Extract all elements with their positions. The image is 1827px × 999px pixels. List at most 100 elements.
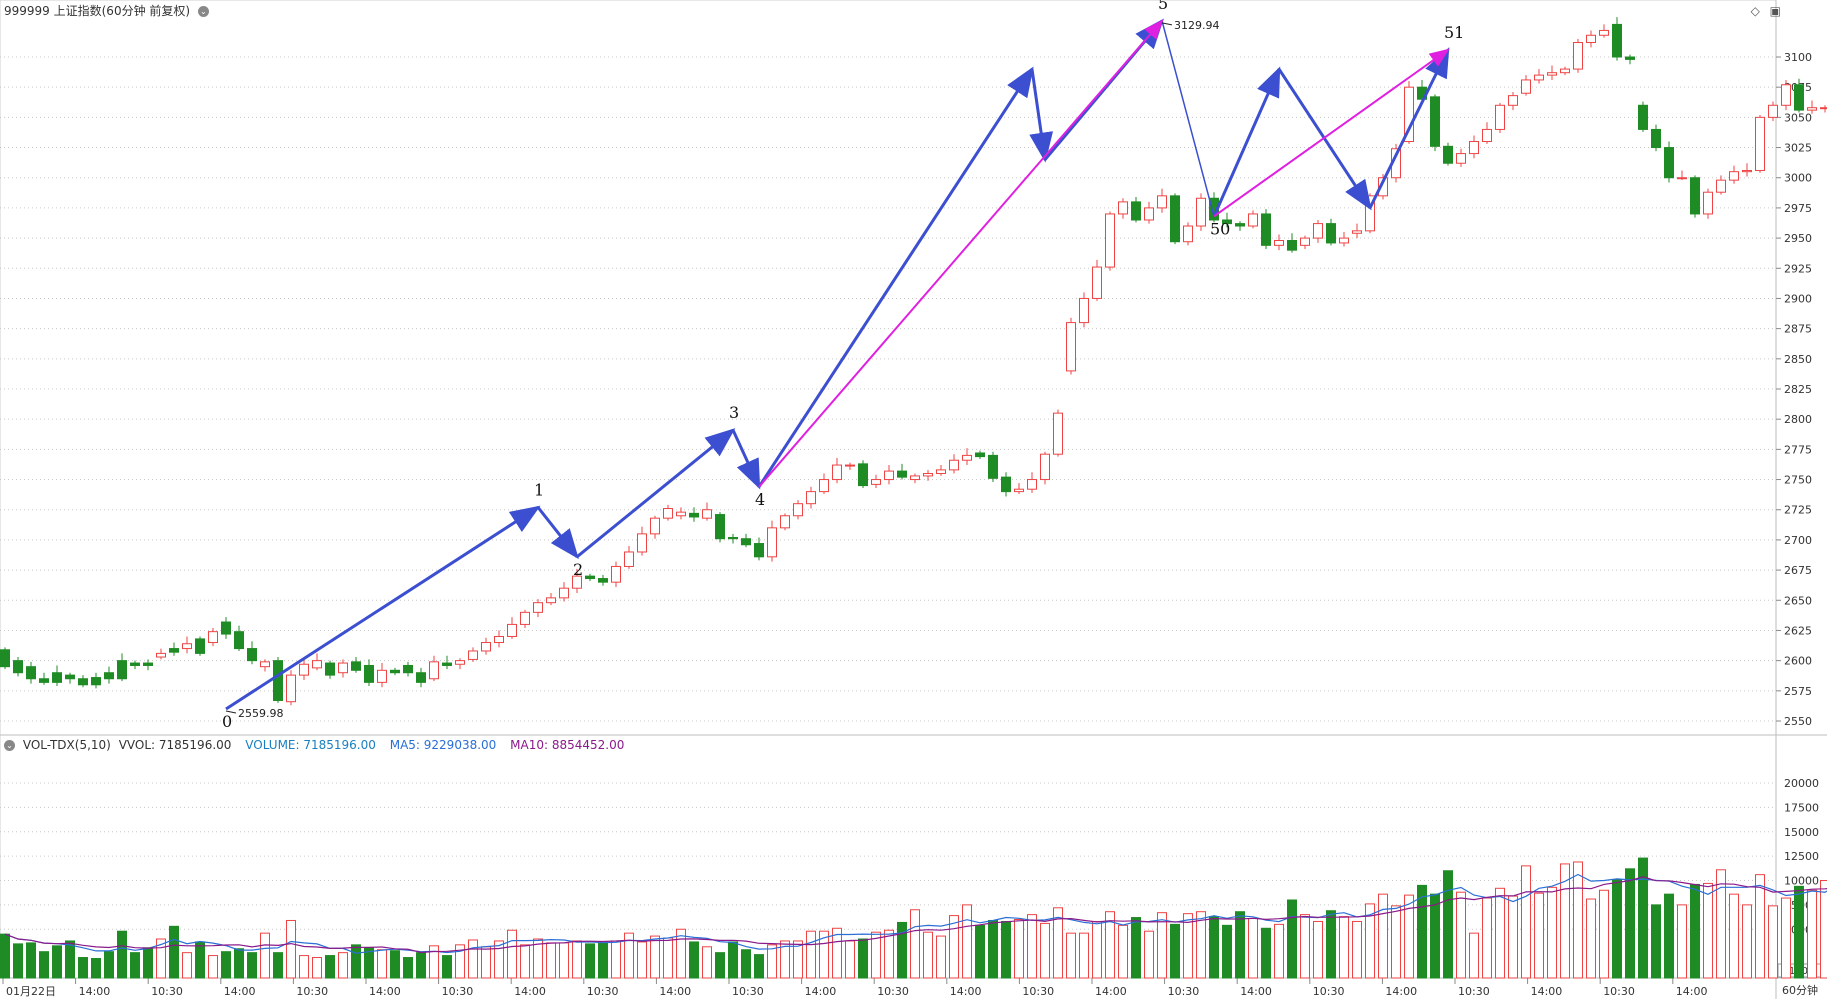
volume-bar [975,924,985,979]
price-tick-label: 2750 [1784,474,1812,487]
volume-bar [403,957,413,979]
candle-body [689,512,699,518]
volume-bar [429,945,439,979]
volume-bar [1066,932,1076,979]
candle-body [1313,223,1323,239]
time-tick-label: 10:30 [587,985,619,998]
volume-bar [1092,920,1102,979]
candle-body [1599,29,1609,36]
volume-indicator-name[interactable]: VOL-TDX(5,10) [22,738,111,752]
candle-body [143,662,153,666]
candle-body [156,652,166,658]
time-tick-label: 14:00 [224,985,256,998]
wave-pivot-label: 0 [222,712,232,731]
volume-bar [1495,887,1505,979]
wave-leg [757,66,1034,488]
volume-bar [676,928,686,979]
time-tick-label: 14:00 [805,985,837,998]
toolbar-icons: ◇ ▣ [1745,4,1781,18]
candle-body [845,464,855,467]
chart-title-bar: 999999 上证指数(60分钟 前复权) ⌄ [4,4,209,18]
candle-body [1547,72,1557,76]
volume-bar [884,929,894,979]
volume-bar [1105,911,1115,979]
volume-header: ⌄ VOL-TDX(5,10) VVOL: 7185196.00 VOLUME:… [4,738,624,752]
candle-body [416,672,426,683]
volume-bar [741,949,751,979]
candle-body [975,452,985,458]
candle-body [1105,213,1115,268]
volume-bar [1209,916,1219,979]
volume-bar [1768,905,1778,979]
price-tick-label: 2625 [1784,624,1812,637]
extreme-price-pointer [225,710,237,714]
volume-bar [871,931,881,979]
wave-leg-magenta [1213,48,1450,218]
wave-leg [1212,66,1281,217]
volume-bar [1222,924,1232,979]
volume-bar [130,952,140,979]
volume-bar [1365,903,1375,979]
candle-body [728,536,738,540]
price-tick-label: 2950 [1784,232,1812,245]
price-tick-label: 2575 [1784,685,1812,698]
candle-body [494,635,504,644]
candle-body [429,661,439,680]
volume-bar [845,940,855,979]
candle-body [455,660,465,665]
candle-body [403,664,413,674]
volume-bar [221,951,231,979]
price-tick-label: 2875 [1784,323,1812,336]
candle-body [221,621,231,635]
volume-bar [195,941,205,979]
candle-body [234,631,244,650]
candle-body [598,578,608,583]
candle-body [0,649,10,668]
volume-bar [650,935,660,979]
price-tick-label: 2975 [1784,202,1812,215]
price-tick-label: 2825 [1784,383,1812,396]
candle-body [1053,412,1063,455]
candle-body [312,660,322,669]
candle-body [182,643,192,650]
volume-bar [507,929,517,979]
candle-body [910,475,920,481]
volume-bar [988,919,998,979]
wave-pivot-label: 3 [729,403,739,422]
window-icon[interactable]: ▣ [1769,4,1781,18]
volume-bar [26,942,36,979]
price-tick-label: 2675 [1784,564,1812,577]
candle-body [351,661,361,671]
candle-body [507,623,517,637]
candle-body [819,479,829,493]
candle-body [247,648,257,662]
volume-bar [78,957,88,979]
candle-body [195,638,205,654]
volume-bar [1651,904,1661,979]
volume-bar [13,943,23,979]
volume-bar [494,940,504,979]
volume-bar [1079,932,1089,979]
volume-bar [91,958,101,979]
candle-body [559,587,569,599]
candle-body [117,660,127,680]
price-tick-label: 2800 [1784,413,1812,426]
candle-body [208,631,218,644]
candle-body [520,611,530,625]
time-tick-label: 10:30 [1168,985,1200,998]
volume-bar [39,951,49,979]
candle-body [1404,86,1414,143]
volume-bar [897,921,907,979]
candle-body [1092,266,1102,299]
time-tick-label: 14:00 [514,985,546,998]
candle-body [1079,297,1089,324]
settings-toggle-icon[interactable]: ⌄ [197,6,209,17]
candle-body [1339,237,1349,244]
volume-bar [104,951,114,979]
diamond-icon[interactable]: ◇ [1750,4,1760,18]
indicator-toggle-icon[interactable]: ⌄ [4,740,15,751]
candle-body [299,663,309,676]
candle-body [1612,23,1622,58]
